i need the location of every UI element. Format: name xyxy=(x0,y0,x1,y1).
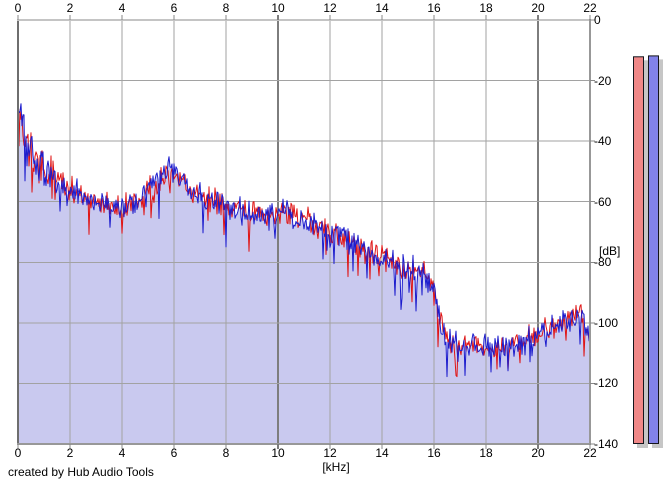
x-axis-tick-label-top: 6 xyxy=(170,1,178,15)
level-meter-red xyxy=(633,56,644,445)
x-axis-tick-label-bottom: 6 xyxy=(170,446,178,460)
x-axis-tick-label-top: 22 xyxy=(583,1,597,15)
x-axis-tick-label-bottom: 12 xyxy=(323,446,337,460)
x-axis-tick-label-top: 14 xyxy=(375,1,389,15)
x-axis-tick-label-top: 2 xyxy=(66,1,74,15)
x-axis-tick-label-top: 16 xyxy=(427,1,441,15)
x-axis-tick-label-top: 8 xyxy=(222,1,230,15)
x-axis-tick-label-bottom: 18 xyxy=(479,446,493,460)
x-axis-tick-label-top: 18 xyxy=(479,1,493,15)
y-axis-unit-label: [dB] xyxy=(599,244,621,258)
y-axis-tick-label: -40 xyxy=(594,134,612,149)
y-axis-tick-label: -120 xyxy=(594,376,619,391)
x-axis-tick-label-top: 0 xyxy=(14,1,22,15)
y-axis-tick-label: -60 xyxy=(594,194,612,209)
x-axis-tick-label-bottom: 10 xyxy=(271,446,285,460)
y-axis-tick-label: -20 xyxy=(594,73,612,88)
x-axis-unit-label: [kHz] xyxy=(322,460,350,474)
x-axis-tick-label-top: 10 xyxy=(271,1,285,15)
x-axis-tick-label-bottom: 14 xyxy=(375,446,389,460)
y-axis-tick-label: -80 xyxy=(594,255,612,270)
x-axis-tick-label-top: 20 xyxy=(531,1,545,15)
x-axis-tick-label-bottom: 0 xyxy=(14,446,22,460)
y-axis-tick-label: -100 xyxy=(594,315,619,330)
x-axis-tick-label-top: 12 xyxy=(323,1,337,15)
x-axis-tick-label-bottom: 16 xyxy=(427,446,441,460)
x-axis-tick-label-bottom: 20 xyxy=(531,446,545,460)
y-axis-tick-label: -140 xyxy=(594,437,619,451)
x-axis-tick-label-bottom: 4 xyxy=(118,446,126,460)
y-axis-tick-label: 0 xyxy=(594,13,601,27)
x-axis-tick-label-top: 4 xyxy=(118,1,126,15)
spectrum-blue-channel-line xyxy=(17,103,591,378)
x-axis-tick-label-bottom: 22 xyxy=(583,446,597,460)
level-meter-blue xyxy=(648,55,659,445)
x-axis-tick-label-bottom: 2 xyxy=(66,446,74,460)
credit-text: created by Hub Audio Tools xyxy=(8,465,154,479)
spectrum-blue-channel-fill xyxy=(18,103,590,444)
x-axis-tick-label-bottom: 8 xyxy=(222,446,230,460)
